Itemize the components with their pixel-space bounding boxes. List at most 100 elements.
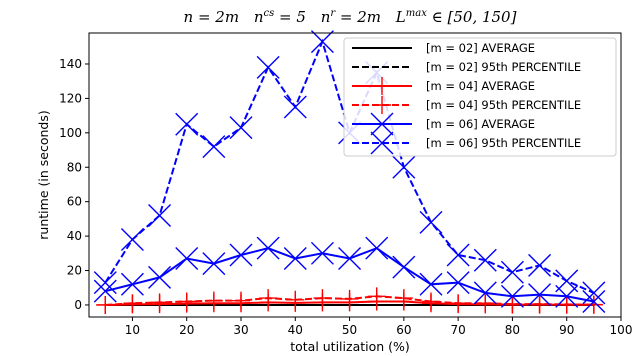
data-point: [256, 55, 280, 79]
y-tick-label: 20: [67, 264, 82, 278]
data-point: [150, 293, 169, 312]
legend-entry-6: [m = 06] 95th PERCENTILE: [352, 131, 581, 155]
data-point: [96, 295, 115, 314]
data-point: [503, 295, 522, 314]
series-5: [93, 236, 606, 314]
data-point: [422, 292, 440, 311]
legend-label: [m = 04] AVERAGE: [426, 79, 535, 93]
data-point: [584, 295, 603, 314]
title-ncs: n: [254, 8, 264, 26]
x-tick-label: 10: [125, 323, 140, 337]
data-point: [93, 279, 117, 303]
legend-entry-1: [m = 02] AVERAGE: [352, 41, 535, 55]
title-n: n = 2m: [184, 8, 240, 26]
chart-title: n = 2m ncs = 5 nr = 2m Lmax ∈ [50, 150]: [184, 8, 517, 26]
data-point: [148, 265, 172, 289]
data-point: [582, 281, 606, 305]
data-point: [283, 95, 307, 119]
legend-entry-3: [m = 04] AVERAGE: [352, 77, 535, 95]
data-point: [446, 243, 470, 267]
x-tick-label: 100: [610, 323, 633, 337]
x-axis-label: total utilization (%): [290, 339, 410, 354]
legend-entry-4: [m = 04] 95th PERCENTILE: [352, 96, 581, 114]
legend-label: [m = 06] 95th PERCENTILE: [426, 136, 581, 150]
data-point: [419, 272, 443, 296]
data-point: [256, 236, 280, 260]
data-point: [473, 281, 497, 305]
y-tick-label: 0: [74, 298, 82, 312]
data-point: [530, 295, 549, 314]
y-tick-label: 60: [67, 195, 82, 209]
data-point: [310, 241, 334, 265]
data-point: [120, 228, 144, 252]
data-point: [175, 246, 199, 270]
title-lmax-sup: max: [406, 8, 427, 19]
data-point: [419, 210, 443, 234]
data-point: [392, 155, 416, 179]
data-point: [392, 255, 416, 279]
data-point: [177, 292, 196, 311]
y-axis-label: runtime (in seconds): [36, 110, 51, 239]
data-point: [313, 289, 332, 308]
x-tick-label: 80: [505, 323, 520, 337]
x-tick-label: 70: [451, 323, 466, 337]
title-nr-val: = 2m: [335, 8, 381, 26]
data-point: [500, 260, 524, 284]
legend-entry-5: [m = 06] AVERAGE: [352, 112, 535, 136]
data-point: [340, 289, 359, 308]
data-point: [232, 291, 250, 310]
title-nr: n: [321, 8, 331, 26]
data-point: [500, 284, 524, 308]
y-tick-label: 140: [59, 57, 82, 71]
title-ncs-val: = 5: [274, 8, 306, 26]
data-point: [259, 289, 278, 308]
legend-box: [343, 37, 617, 157]
legend-entry-2: [m = 02] 95th PERCENTILE: [352, 60, 581, 74]
data-point: [123, 294, 142, 313]
x-tick-label: 40: [288, 323, 303, 337]
legend-label: [m = 02] 95th PERCENTILE: [426, 60, 581, 74]
data-point: [338, 246, 362, 270]
data-point: [310, 30, 334, 54]
data-point: [528, 283, 552, 307]
x-tick-label: 60: [396, 323, 411, 337]
legend-marker: [370, 112, 394, 136]
data-point: [229, 116, 253, 140]
data-point: [175, 112, 199, 136]
data-point: [446, 271, 470, 295]
data-point: [582, 290, 606, 314]
legend-marker: [373, 96, 391, 114]
y-tick-label: 80: [67, 160, 82, 174]
axes-frame: [88, 32, 622, 318]
series-4: [96, 287, 603, 314]
data-point: [202, 252, 226, 276]
data-point: [555, 269, 579, 293]
data-point: [367, 287, 386, 306]
data-point: [286, 290, 305, 309]
legend-label: [m = 06] AVERAGE: [426, 117, 535, 131]
axes: 10 20 30 40 50 60 70 80 90 100 0 20 40 60 80 100 120 140: [59, 32, 633, 337]
title-nr-sup: r: [330, 8, 336, 19]
data-point: [204, 291, 223, 310]
data-point: [202, 135, 226, 159]
title-lmax-val: ∈ [50, 150]: [427, 8, 517, 26]
data-point: [365, 236, 389, 260]
data-point: [283, 246, 307, 270]
title-ncs-sup: cs: [264, 8, 275, 19]
x-tick-label: 30: [233, 323, 248, 337]
data-point: [394, 289, 413, 308]
title-lmax: L: [395, 8, 406, 26]
legend-label: [m = 04] 95th PERCENTILE: [426, 98, 581, 112]
legend-marker: [373, 77, 391, 95]
data-point: [473, 248, 497, 272]
x-tick-label: 50: [342, 323, 357, 337]
legend: [m = 02] AVERAGE [m = 02] 95th PERCENTILE…: [343, 37, 617, 157]
y-tick-label: 120: [59, 91, 82, 105]
y-tick-label: 100: [59, 126, 82, 140]
data-point: [528, 253, 552, 277]
data-point: [476, 294, 495, 313]
data-point: [229, 243, 253, 267]
data-point: [120, 272, 144, 296]
data-point: [449, 294, 468, 313]
